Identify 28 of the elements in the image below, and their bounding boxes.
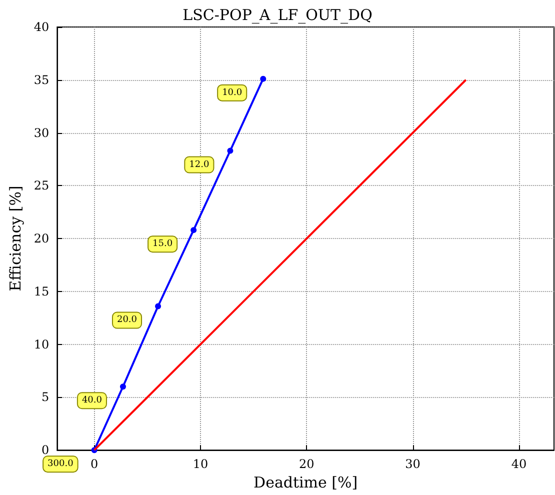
chart-title: LSC-POP_A_LF_OUT_DQ	[182, 6, 372, 24]
point	[190, 227, 197, 234]
annotation: 15.0	[152, 239, 173, 250]
y-tick-label: 15	[34, 284, 50, 298]
y-tick-label: 10	[34, 337, 50, 352]
annotation: 40.0	[82, 396, 102, 406]
point	[155, 303, 162, 310]
x-tick-label: 40	[511, 457, 527, 472]
y-tick-label: 25	[34, 178, 50, 193]
x-axis-title: Deadtime [%]	[254, 474, 358, 492]
y-tick-label: 20	[34, 232, 50, 246]
y-axis-title: Efficiency [%]	[6, 186, 24, 292]
annotation: 300.0	[48, 459, 74, 470]
y-tick-label: 35	[34, 72, 50, 87]
annotation: 10.0	[222, 88, 242, 98]
annotation: 20.0	[116, 315, 138, 326]
x-tick-label: 20	[299, 457, 314, 472]
point	[227, 148, 234, 154]
y-tick-label: 30	[34, 126, 50, 140]
x-tick-label: 10	[192, 457, 208, 472]
point	[120, 384, 126, 390]
y-tick-label: 0	[42, 443, 50, 458]
y-tick-label: 5	[42, 390, 50, 404]
y-tick-label: 40	[34, 20, 50, 34]
x-tick-label: 0	[90, 457, 98, 472]
x-tick-label: 30	[405, 457, 420, 472]
annotation: 12.0	[189, 160, 210, 170]
point	[260, 76, 266, 82]
